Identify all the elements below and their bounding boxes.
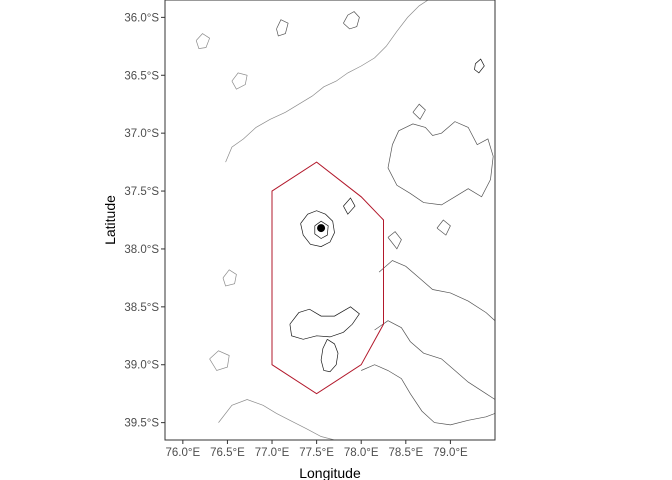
x-axis: 76.0°E 76.5°E 77.0°E 77.5°E 78.0°E 78.5°E 79.0… — [166, 440, 468, 459]
contour-line-middle — [412, 103, 426, 120]
contour-line-middle — [387, 121, 494, 206]
contour-line-deep — [225, 0, 429, 163]
contour-line-middle — [361, 364, 495, 426]
contour-line-middle — [343, 11, 360, 30]
x-tick-label: 76.5°E — [210, 447, 245, 459]
y-tick-label: 37.5°S — [124, 186, 159, 198]
contour-line-deep — [195, 33, 211, 49]
panel-border — [164, 0, 496, 441]
panel-background — [165, 0, 495, 440]
y-tick-label: 36.0°S — [124, 12, 159, 24]
boundary-polygon — [271, 161, 384, 395]
contour-line-middle — [378, 260, 495, 321]
contour-line-middle — [387, 231, 402, 250]
contour-line-middle — [436, 219, 451, 236]
contour-line-deep — [218, 399, 335, 440]
contour-line-shallow — [300, 210, 335, 247]
contour-line-deep — [222, 269, 237, 287]
contour-line-middle — [374, 320, 495, 400]
y-axis-title: Latitude — [102, 195, 118, 245]
x-tick-label: 77.0°E — [255, 447, 290, 459]
x-tick-label: 77.5°E — [299, 447, 334, 459]
bathymetry-contours — [195, 0, 495, 440]
map-panel — [164, 0, 496, 441]
contour-line-deep — [231, 72, 248, 90]
seamount-peak-marker — [317, 224, 326, 233]
x-tick-label: 78.0°E — [344, 447, 379, 459]
contour-line-shallow — [343, 197, 356, 215]
y-tick-label: 36.5°S — [124, 70, 159, 82]
contour-line-shallow — [474, 58, 485, 74]
contour-line-shallow — [289, 306, 360, 340]
contour-line-shallow — [320, 339, 339, 373]
y-tick-label: 38.0°S — [124, 244, 159, 256]
contour-line-deep — [209, 350, 230, 371]
boundary-layer — [271, 161, 384, 395]
y-tick-label: 38.5°S — [124, 302, 159, 314]
y-tick-label: 39.0°S — [124, 360, 159, 372]
x-axis-title: Longitude — [299, 465, 361, 480]
contour-line-shallow — [314, 220, 329, 239]
x-tick-label: 76.0°E — [166, 447, 201, 459]
x-tick-label: 79.0°E — [433, 447, 468, 459]
contour-line-middle — [276, 19, 289, 37]
y-tick-label: 39.5°S — [124, 418, 159, 430]
x-tick-label: 78.5°E — [388, 447, 423, 459]
y-tick-label: 37.0°S — [124, 128, 159, 140]
y-axis: 36.0°S 36.5°S 37.0°S 37.5°S 38.0°S 38.5°S 39.0… — [124, 12, 165, 430]
